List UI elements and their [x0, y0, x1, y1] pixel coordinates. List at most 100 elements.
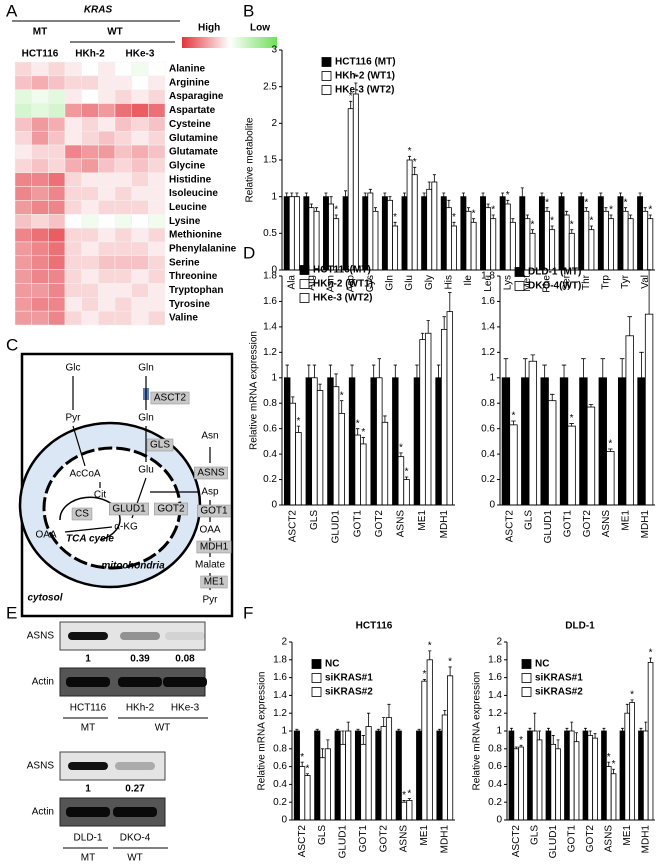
- error-bar: [373, 207, 377, 212]
- bar: [288, 196, 295, 271]
- bar: [338, 412, 345, 506]
- bar: [549, 229, 556, 271]
- y-tick-label: 1.5: [263, 155, 277, 166]
- bar: [578, 196, 585, 271]
- quantification: 0.08: [175, 654, 195, 665]
- heatmap-cell: [114, 89, 132, 104]
- bar: [431, 181, 438, 271]
- error-bar: [349, 100, 353, 109]
- bar: [644, 313, 654, 506]
- bar: [440, 329, 448, 506]
- diagram-label: Malate: [195, 560, 225, 571]
- heatmap-cell: [14, 283, 32, 298]
- bar: [289, 402, 297, 506]
- error-bar: [383, 192, 387, 197]
- x-tick-label: GLS: [524, 510, 535, 530]
- x-tick-label: GLUD1: [338, 825, 349, 859]
- gene-label: KRAS: [84, 5, 113, 16]
- legend-label: siKRAS#2: [325, 687, 373, 698]
- heatmap-cell: [148, 61, 166, 77]
- significance: *: [428, 641, 432, 652]
- chart-title: DLD-1: [565, 621, 595, 632]
- bar: [529, 232, 536, 271]
- error-bar: [511, 420, 516, 425]
- actin-band: [66, 807, 110, 817]
- error-bar: [356, 728, 360, 731]
- heatmap-cell: [131, 200, 149, 215]
- y-tick-label: 0: [271, 265, 277, 276]
- diagram-label: Glc: [66, 363, 81, 374]
- bar: [485, 207, 492, 271]
- x-tick-label: Gln: [385, 275, 396, 291]
- y-tick-label: 0.2: [488, 797, 502, 808]
- heatmap-cell: [81, 172, 99, 187]
- heatmap-cell: [14, 200, 32, 215]
- x-tick-label: ME1: [622, 825, 633, 846]
- legend-swatch: [299, 293, 310, 303]
- bar: [308, 207, 315, 271]
- error-bar: [523, 358, 528, 378]
- bar: [441, 714, 448, 821]
- heatmap-cell: [31, 200, 49, 215]
- bar: [313, 210, 320, 271]
- error-bar: [341, 730, 345, 745]
- actin-band: [113, 807, 157, 817]
- heatmap-cell: [14, 130, 32, 146]
- x-tick-label: Arg: [306, 275, 317, 291]
- legend-low: Low: [250, 23, 270, 34]
- x-tick-label: ASNS: [399, 825, 410, 853]
- heatmap-cell: [114, 227, 132, 243]
- error-bar: [575, 732, 579, 742]
- x-tick-label: Asp: [345, 275, 356, 293]
- heatmap-cell: [14, 158, 32, 173]
- x-tick-label: GLS: [529, 825, 540, 845]
- bar: [416, 730, 423, 821]
- heatmap-cell: [131, 186, 149, 201]
- bar: [421, 680, 428, 821]
- bar: [490, 218, 497, 271]
- bar: [518, 746, 524, 821]
- heatmap-cell: [98, 241, 116, 257]
- bar: [559, 377, 569, 506]
- heatmap-cell: [131, 283, 149, 298]
- row-label: Serine: [169, 257, 200, 268]
- heatmap-cell: [148, 144, 166, 160]
- bar: [579, 377, 588, 506]
- error-bar: [339, 400, 344, 414]
- heatmap-cell: [114, 241, 132, 257]
- y-tick-label: 0: [496, 815, 502, 826]
- significance: *: [472, 208, 476, 219]
- legend-swatch: [311, 687, 322, 697]
- heatmap-cell: [31, 89, 49, 104]
- bar: [446, 311, 454, 506]
- heatmap-cell: [148, 103, 166, 118]
- error-bar: [354, 82, 358, 94]
- bar: [608, 218, 614, 271]
- error-bar: [506, 199, 510, 204]
- genotype: MT: [81, 723, 95, 734]
- diagram-label: cytosol: [27, 593, 62, 604]
- y-tick-label: 3: [271, 45, 277, 56]
- band: [115, 762, 155, 770]
- bar: [295, 432, 302, 506]
- heatmap-cell: [31, 130, 49, 146]
- heatmap-cell: [81, 241, 99, 257]
- heatmap-cell: [48, 310, 66, 326]
- heatmap-cell: [48, 283, 66, 298]
- bar: [334, 730, 341, 821]
- blot-target: ASNS: [27, 761, 55, 772]
- bar: [387, 199, 393, 271]
- bar: [637, 377, 646, 506]
- y-tick-label: 2: [271, 118, 277, 129]
- heatmap-cell: [81, 310, 99, 326]
- bar: [283, 377, 291, 506]
- heatmap-cell: [31, 75, 49, 90]
- enzyme-box: [154, 502, 188, 516]
- heatmap-cell: [31, 214, 49, 229]
- heatmap-cell: [114, 158, 132, 173]
- y-tick-label: 2.5: [263, 81, 277, 92]
- x-tick-label: ME1: [417, 510, 428, 531]
- x-tick-label: GLUD1: [548, 825, 559, 859]
- error-bar: [393, 221, 397, 226]
- bar: [470, 221, 477, 271]
